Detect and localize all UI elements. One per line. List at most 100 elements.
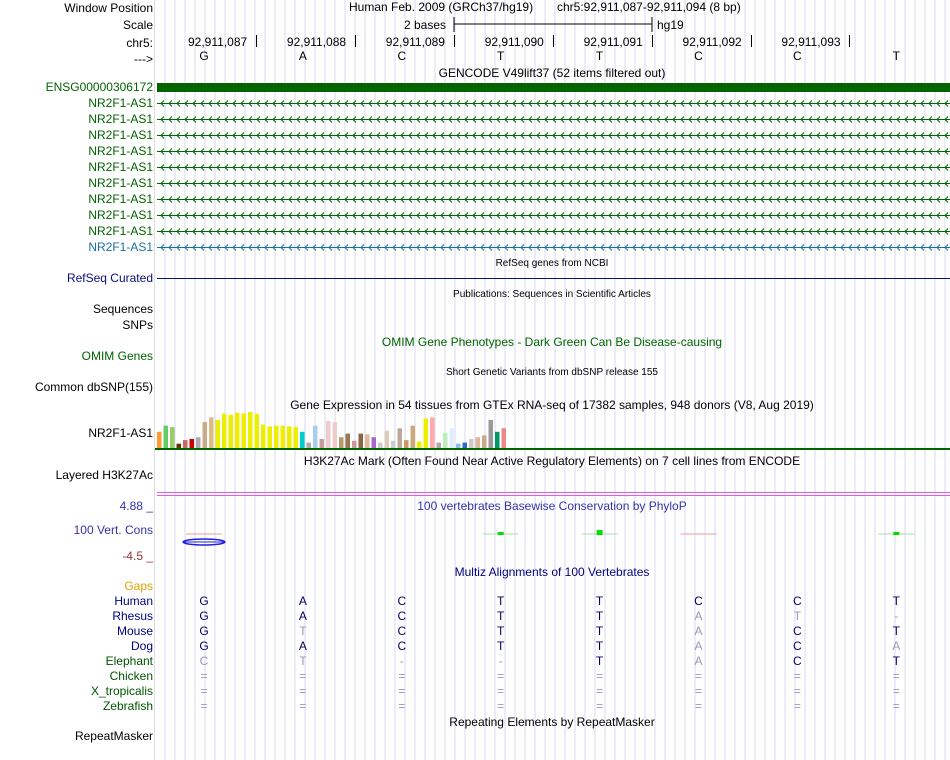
ruler-tick [256, 35, 257, 47]
gtex-expression-chart[interactable] [155, 410, 950, 450]
species-label[interactable]: Chicken [109, 669, 153, 683]
alignment-base: A [694, 654, 703, 668]
label-column-divider [154, 0, 155, 760]
gaps-label[interactable]: Gaps [124, 579, 153, 593]
gtex-tissue-bar [410, 425, 415, 448]
gtex-tissue-bar [176, 443, 181, 448]
ruler-position-label: 92,911,089 [385, 35, 445, 49]
transcript-feature[interactable] [157, 115, 950, 124]
transcript-label[interactable]: NR2F1-AS1 [88, 128, 153, 142]
reference-base: T [497, 49, 505, 63]
transcript-label[interactable]: NR2F1-AS1 [88, 208, 153, 222]
alignment-base: C [397, 639, 407, 653]
gtex-tissue-bar [189, 439, 194, 448]
transcript-feature[interactable] [157, 163, 950, 172]
phylop-track-label[interactable]: 100 Vert. Cons [73, 523, 153, 537]
species-label[interactable]: Zebrafish [102, 699, 153, 713]
transcript-feature[interactable] [157, 227, 950, 236]
alignment-base: T [892, 594, 900, 608]
species-label[interactable]: X_tropicalis [90, 684, 153, 698]
gtex-tissue-bar [306, 442, 311, 448]
species-label[interactable]: Dog [130, 639, 153, 653]
publications-track-label[interactable]: Sequences [92, 302, 153, 316]
gtex-tissue-bar [469, 439, 474, 448]
species-label[interactable]: Mouse [116, 624, 153, 638]
transcript-feature[interactable] [157, 131, 950, 140]
omim-track-label[interactable]: OMIM Genes [81, 349, 153, 363]
alignment-base: - [399, 654, 404, 668]
gencode-gene-label[interactable]: ENSG00000306172 [45, 80, 153, 94]
h3k27ac-track-label[interactable]: Layered H3K27Ac [55, 468, 153, 482]
transcript-label[interactable]: NR2F1-AS1 [88, 224, 153, 238]
transcript-label[interactable]: NR2F1-AS1 [88, 160, 153, 174]
transcript-label[interactable]: NR2F1-AS1 [88, 176, 153, 190]
gtex-tissue-bar [254, 413, 259, 448]
repeatmasker-track-label[interactable]: RepeatMasker [74, 729, 153, 743]
reference-base: G [199, 49, 209, 63]
alignment-base: A [694, 639, 703, 653]
phylop-negative-score [182, 538, 226, 546]
refseq-track-label[interactable]: RefSeq Curated [66, 271, 153, 285]
gtex-tissue-bar [209, 417, 214, 448]
species-label[interactable]: Elephant [105, 654, 153, 668]
transcript-feature[interactable] [157, 99, 950, 108]
alignment-base: = [694, 684, 703, 698]
gtex-tissue-bar [215, 419, 220, 448]
transcript-feature[interactable] [157, 195, 950, 204]
alignment-base: T [595, 624, 604, 638]
alignment-base: = [596, 684, 604, 698]
gtex-tissue-bar [170, 427, 175, 448]
gtex-tissue-bar [404, 440, 409, 448]
window-position-label: Window Position [64, 1, 153, 15]
phylop-score-bar [596, 530, 603, 535]
gtex-tissue-bar [475, 437, 480, 448]
transcript-label[interactable]: NR2F1-AS1 [88, 240, 153, 254]
scale-bar [453, 17, 653, 32]
gtex-tissue-bar [235, 412, 240, 448]
gtex-tissue-bar [384, 430, 389, 448]
gtex-gene-label[interactable]: NR2F1-AS1 [88, 426, 153, 440]
alignment-base: = [694, 699, 703, 713]
transcript-label[interactable]: NR2F1-AS1 [88, 144, 153, 158]
alignment-base: T [892, 624, 900, 638]
gtex-tissue-bar [397, 428, 402, 448]
dbsnp-track-label[interactable]: Common dbSNP(155) [34, 380, 153, 394]
gencode-gene-feature[interactable] [157, 83, 950, 92]
gtex-tissue-bar [267, 426, 272, 448]
database-text: hg19 [657, 18, 684, 32]
refseq-track-line [157, 278, 950, 279]
alignment-base: = [398, 699, 406, 713]
transcript-label[interactable]: NR2F1-AS1 [88, 96, 153, 110]
phylop-conservation-chart[interactable] [155, 506, 950, 562]
ruler-tick [849, 35, 851, 47]
transcript-feature[interactable] [157, 211, 950, 220]
gtex-tissue-bar [287, 426, 292, 448]
transcript-label[interactable]: NR2F1-AS1 [88, 192, 153, 206]
transcript-feature[interactable] [157, 179, 950, 188]
alignment-base: C [793, 624, 802, 638]
reference-base: C [793, 49, 802, 63]
alignment-base: = [596, 669, 604, 683]
ruler-position-label: 92,911,092 [682, 35, 742, 49]
species-label[interactable]: Human [114, 594, 153, 608]
gtex-tissue-bar [345, 433, 350, 448]
multiz-track-title: Multiz Alignments of 100 Vertebrates [454, 565, 650, 579]
ruler-position-label: 92,911,090 [484, 35, 544, 49]
alignment-base: C [397, 609, 407, 623]
transcript-feature[interactable] [157, 147, 950, 156]
phylop-min-label: -4.5 _ [122, 549, 153, 563]
alignment-base: T [497, 609, 505, 623]
gencode-track-title: GENCODE V49lift37 (52 items filtered out… [438, 66, 666, 80]
gtex-tissue-bar [228, 414, 233, 448]
transcript-label[interactable]: NR2F1-AS1 [88, 112, 153, 126]
phylop-track-title: 100 vertebrates Basewise Conservation by… [417, 499, 687, 513]
alignment-base: C [199, 654, 209, 668]
species-label[interactable]: Rhesus [112, 609, 153, 623]
window-position-text[interactable]: chr5:92,911,087-92,911,094 (8 bp) [557, 0, 741, 14]
h3k27ac-track-title: H3K27Ac Mark (Often Found Near Active Re… [303, 454, 801, 468]
alignment-base: C [397, 594, 407, 608]
ruler-position-label: 92,911,087 [188, 35, 248, 49]
alignment-base: = [497, 684, 505, 698]
snps-track-label[interactable]: SNPs [122, 318, 153, 332]
transcript-feature[interactable] [157, 243, 950, 252]
